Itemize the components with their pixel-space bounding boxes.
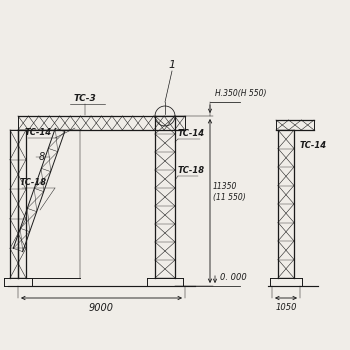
Text: 1050: 1050 — [275, 303, 297, 312]
Text: H.350(H 550): H.350(H 550) — [215, 89, 266, 98]
Text: TC-3: TC-3 — [74, 94, 96, 103]
Text: TC-18: TC-18 — [178, 166, 205, 175]
Text: 11350
(11 550): 11350 (11 550) — [213, 182, 246, 202]
Text: 8: 8 — [39, 152, 45, 162]
Text: TC-14: TC-14 — [25, 128, 51, 137]
Text: TC-18: TC-18 — [20, 178, 47, 187]
Text: 9000: 9000 — [89, 303, 113, 313]
Text: 1: 1 — [168, 60, 176, 70]
Text: 0. 000: 0. 000 — [220, 273, 247, 282]
Text: TC-14: TC-14 — [300, 141, 327, 150]
Text: TC-14: TC-14 — [178, 129, 205, 138]
